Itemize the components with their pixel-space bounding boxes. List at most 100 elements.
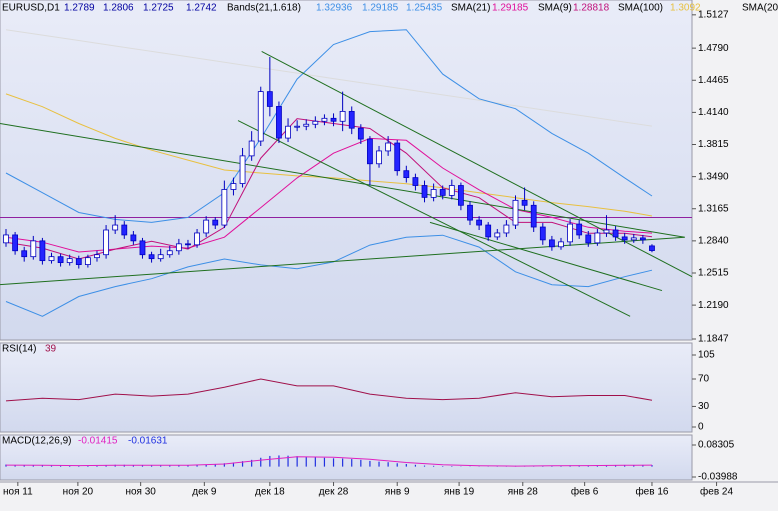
y-tick-label: 1.5127 <box>698 9 729 20</box>
candle-body <box>94 254 100 259</box>
candle-body <box>203 219 210 234</box>
candle-body <box>576 223 583 236</box>
y-tick-label: 1.2840 <box>698 236 729 247</box>
high-value: 1.2806 <box>103 3 134 14</box>
candle-body <box>212 219 219 226</box>
candle-body <box>257 91 264 142</box>
symbol: EURUSD,D1 <box>2 3 60 14</box>
candle-body <box>458 185 464 206</box>
y-tick-label: 1.1847 <box>698 334 729 345</box>
sma200-name: SMA(20 <box>742 3 778 14</box>
candle-body <box>48 256 55 262</box>
candle-body <box>639 237 646 241</box>
trend-line <box>261 50 692 278</box>
x-tick-label: янв 28 <box>508 487 539 498</box>
rsi-plot <box>5 378 653 402</box>
candle-body <box>103 229 109 256</box>
candle-body <box>503 224 510 234</box>
candle-body <box>112 224 119 231</box>
rsi-panel <box>0 342 693 433</box>
candle-body <box>348 110 355 129</box>
candle-body <box>130 234 137 242</box>
candle-body <box>621 236 628 241</box>
candle-body <box>12 234 19 252</box>
candle-body <box>148 254 155 260</box>
rsi-value: 39 <box>45 344 57 355</box>
candle-body <box>194 232 200 246</box>
x-tick-label: дек 28 <box>319 487 349 498</box>
x-tick-label: фев 24 <box>700 486 733 498</box>
open-value: 1.2789 <box>64 3 95 14</box>
candle-body <box>612 229 619 238</box>
trend-line <box>237 120 631 317</box>
candle-body <box>276 106 282 139</box>
close-value: 1.2742 <box>186 3 217 14</box>
x-tick-label: янв 9 <box>385 487 410 498</box>
candle-body <box>485 224 492 238</box>
candle-body <box>421 185 428 198</box>
axes: 1.5127 1.4790 1.4465 1.4140 1.3815 1.3490 1.31… <box>3 9 738 497</box>
sma9-name: SMA(9) <box>538 3 572 14</box>
sma21-name: SMA(21) <box>451 3 490 14</box>
macd-title: MACD(12,26,9) <box>2 436 71 447</box>
candle-body <box>248 140 255 157</box>
candle-body <box>367 138 373 165</box>
candle-body <box>448 185 455 196</box>
candle-body <box>585 234 592 244</box>
candle-body <box>3 234 9 244</box>
sma9-value: 1.28818 <box>573 3 610 14</box>
candle-body <box>567 223 573 243</box>
y-tick-label: 1.2515 <box>698 268 729 279</box>
main-panel <box>0 0 693 341</box>
x-tick-label: ноя 11 <box>3 487 33 498</box>
candle-body <box>221 189 228 226</box>
candle-body <box>157 254 164 260</box>
bands-name: Bands(21,1.618) <box>227 3 301 14</box>
macd-main-value: -0.01415 <box>78 436 118 447</box>
candle-body <box>21 250 28 258</box>
macd-plot <box>5 455 653 467</box>
y-tick-label: 1.2190 <box>698 300 729 311</box>
candle-body <box>57 256 64 264</box>
candle-body <box>494 232 501 238</box>
candle-body <box>385 142 392 152</box>
candle-body <box>84 257 91 265</box>
x-tick-label: ноя 20 <box>63 487 94 498</box>
candle-body <box>594 232 601 244</box>
candle-body <box>239 155 246 184</box>
x-tick-label: ноя 30 <box>125 487 156 498</box>
bands-lower-value: 1.25435 <box>406 3 443 14</box>
y-tick-label: 1.4790 <box>698 43 729 54</box>
candle-body <box>303 123 310 127</box>
x-tick-label: дек 18 <box>255 487 285 498</box>
trend-line <box>0 236 685 286</box>
candle-body <box>467 204 473 221</box>
legend: EURUSD,D1 1.2789 1.2806 1.2725 1.2742 Ba… <box>2 3 778 447</box>
y-tick-label: 0.08305 <box>698 440 735 451</box>
candle-body <box>185 243 191 246</box>
candle-body <box>39 240 46 262</box>
low-value: 1.2725 <box>143 3 174 14</box>
y-tick-label: -0.03988 <box>698 472 738 483</box>
candle-body <box>439 189 446 196</box>
bands-upper-value: 1.32936 <box>316 3 353 14</box>
candle-body <box>357 127 364 140</box>
x-tick-label: фев 16 <box>635 486 668 498</box>
candle-body <box>430 189 437 198</box>
candle-body <box>548 239 555 248</box>
candle-body <box>230 183 237 190</box>
rsi-line <box>5 378 653 402</box>
candle-body <box>476 219 483 226</box>
signal-line <box>5 456 653 467</box>
candle-body <box>66 258 73 264</box>
candle-body <box>539 226 546 241</box>
rsi-title: RSI(14) <box>2 344 36 355</box>
macd-signal-value: -0.01631 <box>128 436 168 447</box>
candle-body <box>412 177 419 186</box>
y-tick-label: 1.3165 <box>698 203 729 214</box>
candle-body <box>403 170 410 179</box>
candle-body <box>121 224 128 236</box>
candle-body <box>321 117 328 122</box>
y-tick-label: 30 <box>698 401 710 412</box>
